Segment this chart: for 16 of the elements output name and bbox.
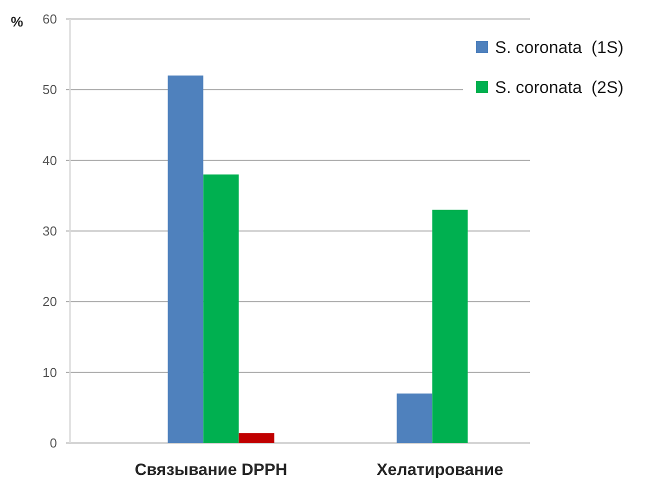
- bar: [168, 76, 204, 443]
- y-tick-label: 60: [42, 12, 57, 27]
- y-tick-label: 50: [42, 82, 57, 98]
- bar: [203, 174, 239, 443]
- bar: [238, 433, 274, 443]
- bar: [396, 394, 432, 443]
- legend-label: S. coronata (2S): [495, 78, 624, 98]
- legend-label: S. coronata (1S): [495, 38, 624, 58]
- y-tick-label: 10: [42, 364, 57, 380]
- bar: [432, 210, 468, 443]
- y-axis-title: %: [10, 14, 24, 30]
- y-tick-label: 20: [42, 294, 57, 310]
- y-tick-label: 0: [50, 436, 57, 451]
- y-tick-label: 30: [42, 224, 57, 239]
- y-tick-label: 40: [42, 152, 57, 168]
- x-tick-label: Связывание DPPH: [134, 461, 288, 478]
